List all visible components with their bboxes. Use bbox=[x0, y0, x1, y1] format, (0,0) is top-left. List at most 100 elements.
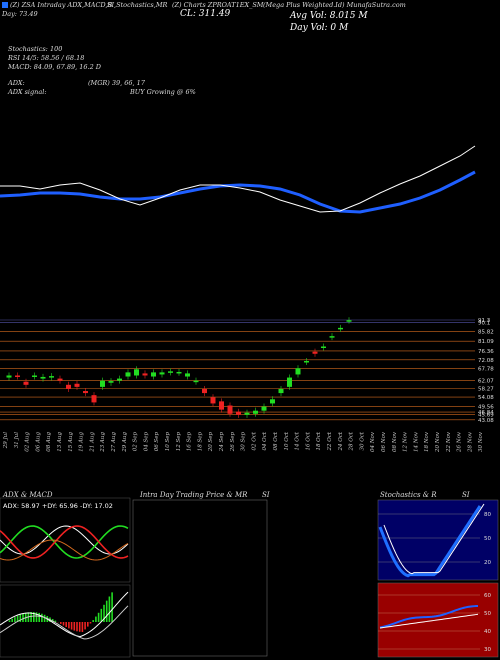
date-tick-label: 22 Oct bbox=[327, 431, 333, 451]
macd-panel bbox=[0, 584, 131, 658]
candle-body bbox=[142, 373, 148, 376]
macd-histogram-bar bbox=[68, 622, 70, 629]
plus-di-line bbox=[0, 525, 129, 559]
macd-histogram-bar bbox=[84, 622, 86, 630]
price-tick-label: 49.56 bbox=[478, 404, 494, 410]
header-line-d: (Mega Plus Weighted.Id) MunafaSutra.com bbox=[263, 1, 406, 9]
date-tick-label: 31 Jul bbox=[14, 432, 20, 448]
macd-histogram-bar bbox=[33, 612, 35, 622]
macd-histogram-bar bbox=[103, 604, 105, 622]
macd-histogram-bar bbox=[35, 612, 38, 622]
macd-histogram-bar bbox=[81, 622, 84, 632]
date-tick-label: 27 Aug bbox=[111, 432, 117, 453]
date-tick-label: 12 Nov bbox=[403, 431, 409, 452]
price-tick-label: 62.07 bbox=[478, 379, 494, 385]
macd-line bbox=[0, 591, 129, 638]
minus-di-line bbox=[0, 525, 129, 559]
macd-histogram-bar bbox=[78, 622, 81, 632]
rsi-tick-label: 60 bbox=[484, 593, 491, 599]
candle-body bbox=[278, 388, 284, 394]
candle-body bbox=[304, 360, 309, 363]
candle-body bbox=[100, 380, 105, 387]
stoch-tick-label: 20 bbox=[484, 560, 491, 566]
stoch-blue-line bbox=[378, 505, 482, 578]
avg-volume: Avg Vol: 8.015 M bbox=[290, 11, 368, 21]
day-label: Day: 73.49 bbox=[2, 10, 38, 18]
rsi-tick-label: 50 bbox=[484, 611, 491, 617]
candle-body bbox=[176, 371, 182, 374]
date-tick-label: 23 Aug bbox=[100, 432, 106, 453]
macd-histogram-bar bbox=[105, 600, 108, 622]
intraday-panel bbox=[132, 499, 268, 657]
date-tick-label: 08 Aug bbox=[46, 432, 52, 452]
date-tick-label: 30 Oct bbox=[359, 431, 365, 450]
candle-body bbox=[40, 376, 46, 379]
price-tick-label: 91.3 bbox=[478, 318, 491, 324]
intraday-panel-title: Intra Day Trading Price & MR bbox=[140, 491, 248, 499]
candle-body bbox=[244, 412, 250, 415]
candle-body bbox=[346, 320, 352, 322]
rsi-white-line bbox=[379, 613, 479, 629]
macd-histogram-bar bbox=[51, 618, 54, 622]
date-tick-label: 15 Aug bbox=[68, 432, 74, 452]
adx-panel-title: ADX & MACD bbox=[3, 491, 53, 499]
price-tick-label: 90.1 bbox=[478, 320, 490, 326]
price-tick-label: 46.84 bbox=[478, 410, 494, 416]
rsi-tick-label: 30 bbox=[484, 647, 491, 653]
macd-histogram-bar bbox=[19, 614, 22, 622]
macd-histogram-bar bbox=[41, 613, 43, 622]
sma-white-line bbox=[0, 145, 476, 213]
adx-white-line bbox=[0, 525, 129, 555]
candle-body bbox=[168, 371, 173, 373]
header-line-a: (Z) ZSA Intraday ADX,MACD,B bbox=[10, 1, 113, 9]
candle-body bbox=[159, 372, 165, 375]
candle-body bbox=[74, 383, 80, 387]
candle-body bbox=[236, 411, 241, 415]
candle-body bbox=[151, 372, 156, 377]
candle-body bbox=[261, 406, 267, 411]
header-line-c: (Z) Charts ZPROAT1EX_SM bbox=[172, 1, 264, 9]
rsi-tick-label: 40 bbox=[484, 629, 491, 635]
candle-body bbox=[312, 351, 318, 354]
macd-histogram-bar bbox=[11, 618, 13, 622]
date-tick-label: 28 Oct bbox=[349, 431, 355, 451]
macd-histogram-bar bbox=[43, 614, 46, 622]
stoch-tick-label: 50 bbox=[484, 536, 491, 542]
macd-histogram-bar bbox=[89, 622, 92, 624]
date-tick-label: 20 Sep bbox=[208, 432, 214, 453]
macd-histogram-bar bbox=[97, 612, 100, 622]
price-tick-label: 72.08 bbox=[478, 358, 494, 364]
candle-body bbox=[219, 401, 224, 410]
macd-histogram-bar bbox=[60, 622, 62, 624]
candle-body bbox=[185, 373, 190, 377]
macd-histogram-bar bbox=[111, 592, 113, 622]
price-tick-label: 54.08 bbox=[478, 395, 494, 401]
date-tick-label: 10 Oct bbox=[284, 431, 290, 450]
candle-body bbox=[193, 380, 199, 383]
date-tick-label: 18 Sep bbox=[197, 432, 203, 452]
date-tick-label: 04 Nov bbox=[370, 431, 376, 452]
macd-histogram-bar bbox=[65, 622, 67, 628]
date-tick-label: 21 Aug bbox=[89, 432, 95, 453]
date-tick-label: 26 Nov bbox=[457, 431, 463, 453]
candle-body bbox=[329, 336, 335, 338]
adx-label: ADX: bbox=[8, 79, 25, 87]
adx-signal-label: ADX signal: bbox=[8, 88, 47, 96]
price-tick-label: 43.08 bbox=[478, 418, 494, 424]
date-tick-label: 02 Aug bbox=[25, 432, 31, 452]
date-tick-label: 24 Sep bbox=[219, 432, 225, 453]
macd-value: MACD: 84.09, 67.89, 16.2 D bbox=[8, 63, 102, 71]
candle-body bbox=[270, 399, 275, 404]
date-tick-label: 02 Oct bbox=[251, 431, 257, 450]
macd-histogram-bar bbox=[8, 620, 11, 622]
candle-body bbox=[202, 388, 207, 394]
date-tick-label: 30 Nov bbox=[478, 431, 484, 452]
candle-body bbox=[134, 369, 139, 376]
candle-body bbox=[91, 395, 97, 403]
adx-orange-line bbox=[0, 539, 129, 561]
price-tick-label: 67.78 bbox=[478, 367, 494, 373]
candle-body bbox=[117, 378, 122, 381]
macd-histogram-bar bbox=[16, 615, 19, 622]
rsi-blue-line bbox=[379, 604, 479, 629]
